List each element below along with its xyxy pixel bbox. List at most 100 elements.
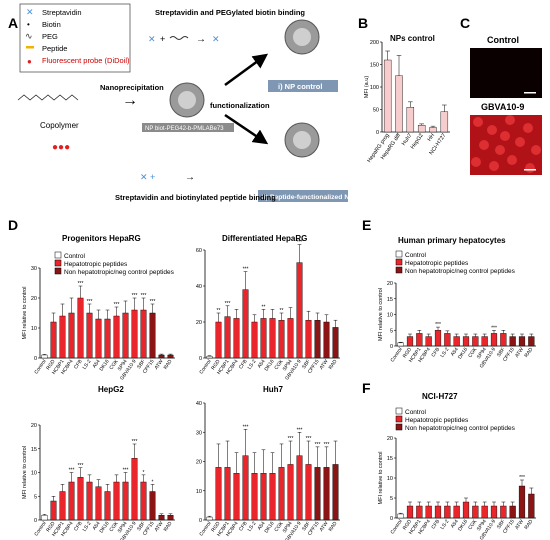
bar	[305, 464, 312, 521]
x-tick-label: DK16	[457, 519, 469, 533]
significance-label: *	[143, 470, 145, 476]
np-control-label: i) NP control	[278, 82, 322, 91]
bar	[278, 467, 285, 521]
x-tick-label: RAD	[328, 520, 339, 532]
cell-blob	[473, 117, 483, 127]
legend-streptavidin: Streptavidin	[42, 8, 82, 17]
y-axis-label: MFI (a.u)	[364, 76, 370, 98]
legend-d-non-swatch	[54, 267, 62, 275]
np-peptide-label-box	[258, 190, 348, 202]
bottom-plus-icon: ✕ +	[140, 172, 155, 182]
significance-label: **	[280, 308, 284, 314]
microscopy-control-label: Control	[487, 35, 519, 45]
bar	[86, 312, 93, 359]
bar	[224, 467, 231, 521]
x-tick-label: LS-2	[439, 519, 450, 531]
x-tick-label: RGD	[210, 358, 222, 371]
x-tick-label: ATW	[319, 520, 330, 532]
bar	[131, 458, 138, 521]
significance-label: ***	[306, 436, 312, 442]
x-tick-label: ATW	[319, 358, 330, 370]
bar	[500, 333, 507, 347]
significance-label: ***	[297, 427, 303, 433]
chart-differentiated-heparg: Differentiated HepaRG0204060Control**RGD…	[196, 234, 340, 381]
bar	[215, 321, 222, 359]
bar	[206, 516, 213, 521]
bar	[269, 318, 276, 359]
bar	[406, 505, 414, 519]
bar	[444, 505, 451, 519]
bar	[260, 318, 267, 359]
x-tick-label: CFB	[73, 358, 84, 370]
bar	[251, 473, 258, 521]
legend-d-non: Non hepatotropic/neg control peptides	[64, 269, 175, 276]
x-tick-label: A54	[92, 521, 102, 532]
cell-blob	[505, 115, 515, 125]
x-tick-label: A54	[92, 359, 102, 370]
significance-label: ***	[324, 442, 330, 448]
y-axis-label: MFI relative to control	[378, 452, 384, 505]
bar	[425, 505, 432, 519]
bar	[41, 515, 48, 521]
significance-label: ***	[87, 299, 93, 305]
bar	[104, 491, 111, 521]
bar	[287, 318, 294, 359]
x-tick-label: RAD	[163, 358, 174, 370]
arrow-up	[224, 53, 269, 87]
x-tick-label: RAD	[163, 520, 174, 532]
y-tick-label: 0	[34, 518, 37, 524]
chart-title: NCI-H727	[422, 392, 458, 401]
x-tick-label: RGD	[402, 518, 414, 531]
x-tick-label: LS-2	[82, 521, 93, 533]
legend-peptide: Peptide	[42, 44, 67, 53]
bar	[416, 505, 423, 519]
bar	[41, 354, 48, 359]
bar	[50, 321, 57, 359]
np-control-label-box	[268, 80, 338, 92]
bar	[481, 505, 488, 519]
x-tick-label: SBF	[136, 521, 146, 532]
panel-label-d: D	[8, 217, 18, 233]
significance-label: ***	[114, 302, 120, 308]
cell-blob	[515, 137, 525, 147]
x-tick-label: CGK	[109, 520, 121, 533]
bar	[251, 321, 258, 359]
schematic-legend-box	[19, 3, 131, 73]
bar	[242, 289, 249, 359]
cell-blob	[489, 161, 499, 171]
y-tick-label: 5	[34, 494, 37, 500]
significance-label: **	[217, 308, 221, 314]
x-tick-label: ATW	[514, 346, 525, 358]
bar	[490, 333, 498, 347]
significance-label: ***	[69, 468, 75, 474]
x-tick-label: RGD	[45, 358, 57, 371]
bar	[462, 336, 470, 347]
significance-label: ***	[78, 281, 84, 287]
bar	[383, 59, 392, 133]
bar	[397, 513, 404, 519]
bar	[140, 481, 147, 521]
chart-title: Progenitors HepaRG	[62, 234, 141, 243]
y-tick-label: 15	[31, 447, 37, 453]
biotin-icon: •	[27, 20, 30, 29]
bar	[215, 467, 222, 521]
bar	[224, 316, 231, 359]
y-tick-label: 20	[387, 436, 393, 442]
legend-e: Control Hepatotropic peptides Non hepato…	[395, 250, 516, 275]
arrow-icon: →	[196, 34, 206, 45]
bar	[113, 481, 120, 521]
significance-label: ***	[225, 301, 231, 307]
legend-f-control-swatch	[395, 407, 403, 415]
bar	[149, 312, 156, 359]
bar	[68, 481, 75, 521]
panel-label-f: F	[362, 380, 371, 396]
y-tick-label: 100	[370, 85, 379, 91]
y-tick-label: 0	[199, 356, 202, 362]
bar	[462, 501, 470, 519]
bar	[167, 515, 174, 521]
y-axis-label: MFI relative to control	[378, 288, 384, 341]
legend-f-non-swatch	[395, 423, 403, 431]
cell-blob	[495, 145, 505, 155]
x-tick-label: SBF	[301, 521, 311, 532]
